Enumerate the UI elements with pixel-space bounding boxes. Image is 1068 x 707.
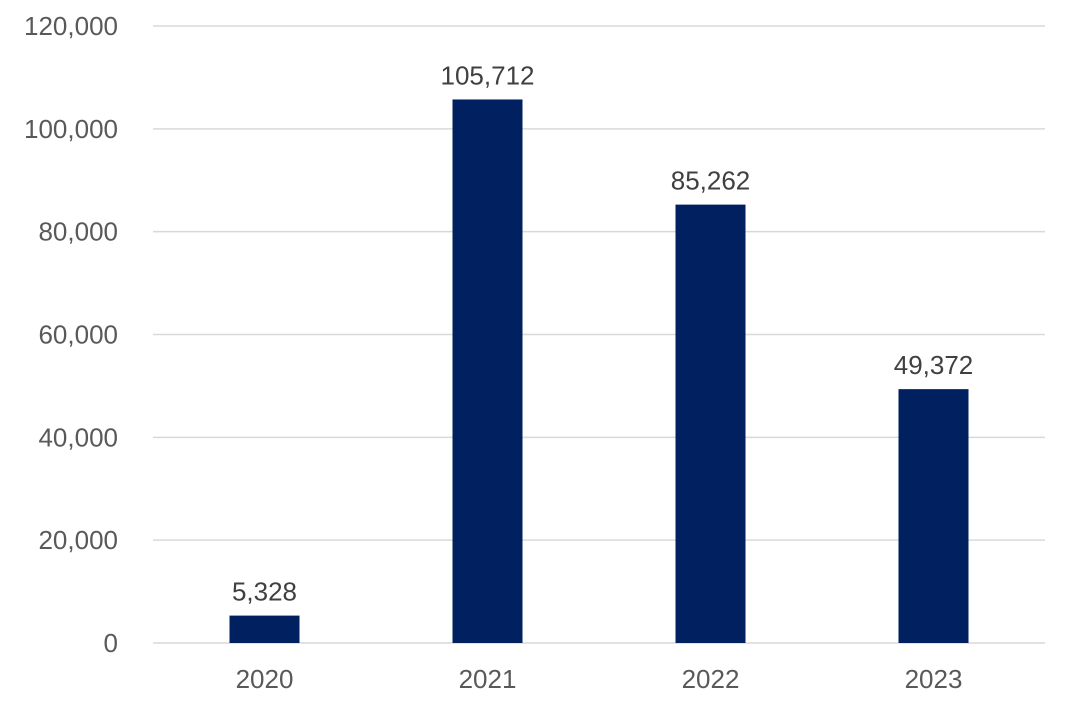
data-label-2020: 5,328 [232,577,297,607]
x-tick-label: 2020 [236,664,294,694]
y-tick-label: 40,000 [38,422,118,452]
y-tick-label: 100,000 [24,114,118,144]
bar-2020 [229,615,300,643]
x-tick-label: 2023 [905,664,963,694]
y-tick-label: 60,000 [38,320,118,350]
bar-2022 [675,204,746,644]
data-label-2021: 105,712 [441,60,535,90]
y-axis: 0 20,000 40,000 60,000 80,000 100,000 120,000 [24,11,118,658]
x-tick-label: 2021 [459,664,517,694]
bar-2023 [898,389,969,643]
data-label-2022: 85,262 [671,166,751,196]
y-tick-label: 20,000 [38,525,118,555]
bar-2021 [452,99,523,644]
y-tick-label: 80,000 [38,217,118,247]
x-tick-label: 2022 [682,664,740,694]
y-tick-label: 0 [104,628,118,658]
x-axis: 2020 2021 2022 2023 [236,664,963,694]
data-label-2023: 49,372 [894,350,974,380]
bars [229,99,969,644]
y-tick-label: 120,000 [24,11,118,41]
data-labels: 5,328 105,712 85,262 49,372 [232,60,973,606]
gridlines [153,25,1045,644]
